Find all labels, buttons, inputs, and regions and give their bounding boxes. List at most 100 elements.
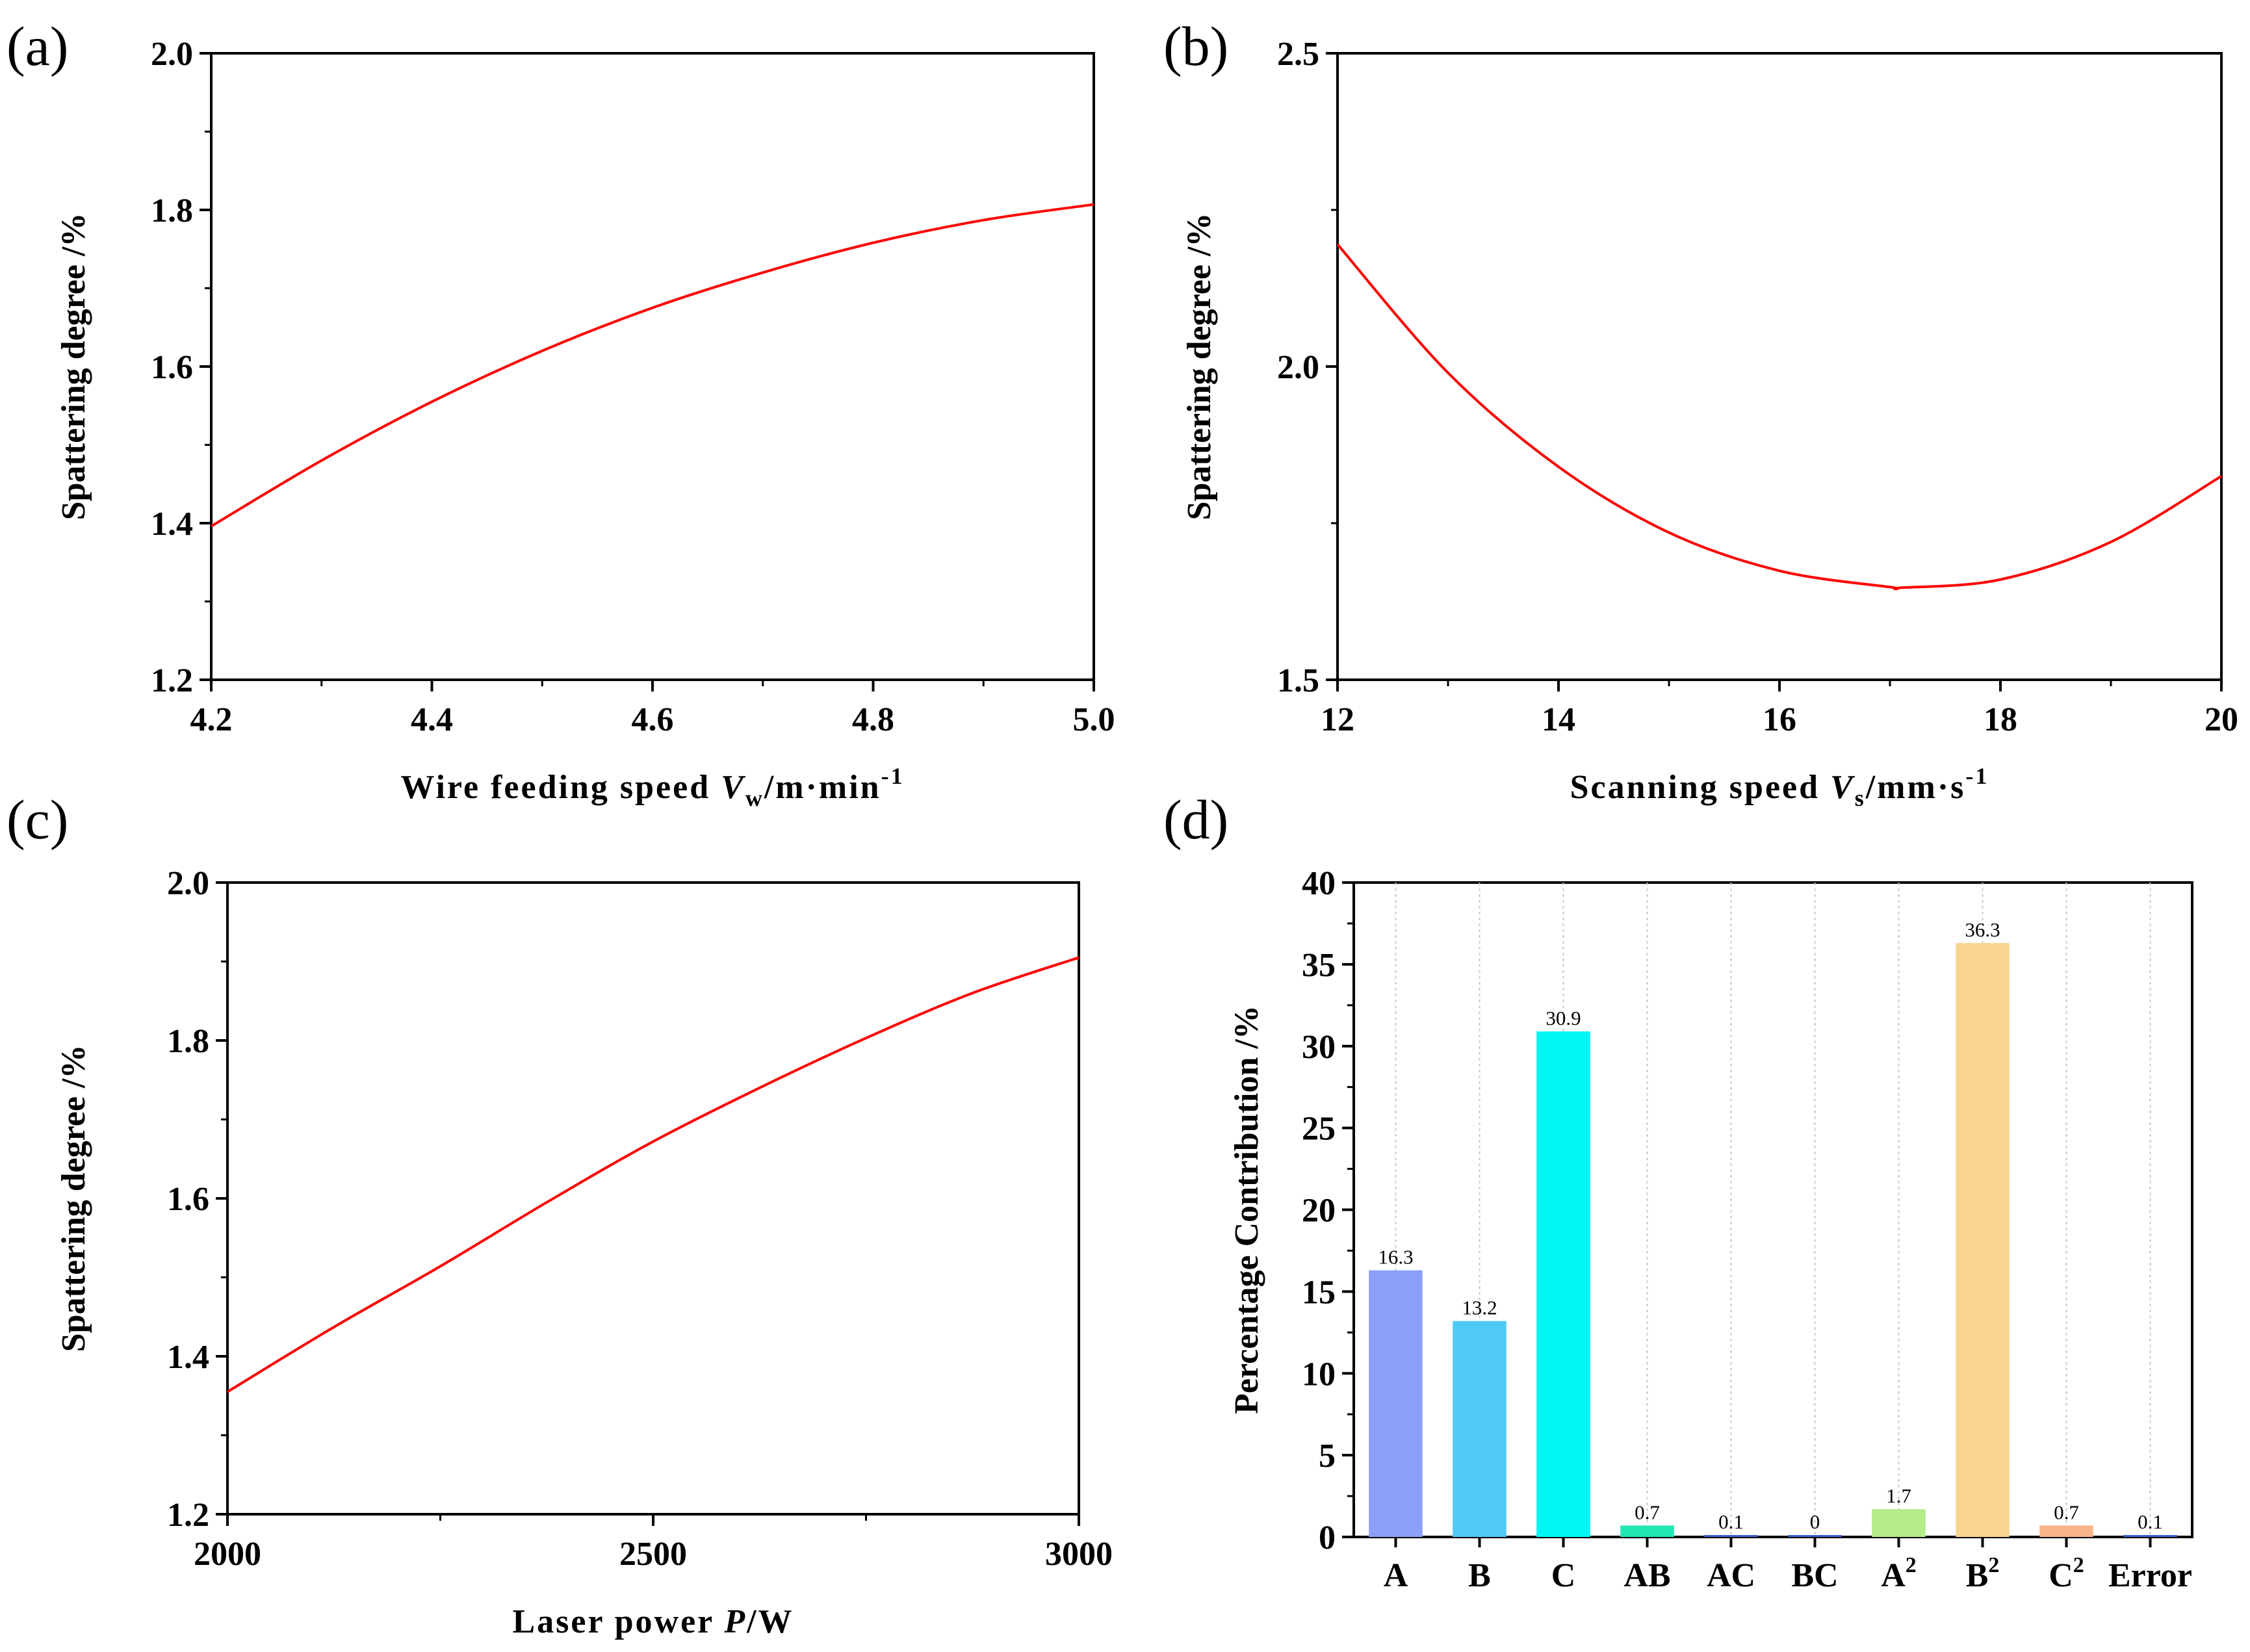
x-axis-label: Scanning speed Vs/mm·s-1 xyxy=(1570,763,1989,811)
y-tick-label: 40 xyxy=(1302,865,1336,902)
x-category-base: BC xyxy=(1791,1557,1838,1594)
x-axis-label-unit: /W xyxy=(746,1603,794,1640)
y-tick-label: 5 xyxy=(1319,1438,1336,1475)
bar xyxy=(1872,1509,1926,1537)
x-axis-label-sup: -1 xyxy=(1965,763,1989,789)
y-tick-label: 1.2 xyxy=(167,1497,209,1534)
plot-frame xyxy=(210,52,1095,681)
y-tick-label: 1.2 xyxy=(151,662,193,699)
y-tick-label: 2.5 xyxy=(1277,36,1319,73)
bar xyxy=(1956,943,2010,1537)
series-line xyxy=(1336,243,2223,591)
panel-b: (b) 1.5 2.0 2.5 12 14 16 18 20 Scanning speed Vs/… xyxy=(1163,15,2238,811)
y-tick-label: 1.8 xyxy=(151,192,193,229)
panel-d: (d)051015202530354016.3A13.2B30.9C0.7AB0… xyxy=(1163,788,2193,1594)
x-tick-label: 2000 xyxy=(194,1536,261,1573)
bar xyxy=(1453,1321,1506,1537)
panel-c: (c) 1.2 1.4 1.6 1.8 2.0 2000 2500 3000 Laser powe… xyxy=(6,788,1113,1640)
y-tick-label: 1.6 xyxy=(151,349,193,386)
y-axis-label: Spattering degree /% xyxy=(55,213,92,521)
bar xyxy=(2039,1525,2093,1537)
y-tick-label: 25 xyxy=(1302,1111,1336,1148)
x-tick-label: 14 xyxy=(1542,701,1575,738)
plot-frame xyxy=(1336,52,2223,681)
y-tick-label: 1.4 xyxy=(151,506,193,543)
x-category-label: C2 xyxy=(2049,1553,2084,1594)
bar xyxy=(1369,1270,1423,1537)
x-axis-label-text: Scanning speed xyxy=(1570,769,1830,806)
x-axis-label-text: Wire feeding speed xyxy=(400,769,721,806)
y-tick-label: 35 xyxy=(1302,947,1336,984)
y-tick-label: 1.5 xyxy=(1277,662,1319,699)
y-axis-label: Percentage Contribution /% xyxy=(1228,1005,1265,1414)
y-axis-label: Spattering degree /% xyxy=(1181,213,1218,521)
panel-label: (c) xyxy=(6,788,68,851)
x-axis-label: Laser power P/W xyxy=(512,1603,794,1640)
x-category-base: AB xyxy=(1623,1557,1670,1594)
bar-value-label: 13.2 xyxy=(1462,1297,1497,1319)
x-tick-label: 4.8 xyxy=(852,701,894,738)
x-tick-label: 3000 xyxy=(1045,1536,1113,1573)
y-tick-label: 30 xyxy=(1302,1029,1336,1066)
x-category-label: C xyxy=(1551,1557,1576,1594)
y-tick-label: 1.6 xyxy=(167,1181,209,1218)
bar-value-label: 0 xyxy=(1810,1510,1820,1533)
x-category-base: A xyxy=(1384,1557,1408,1594)
x-category-base: Error xyxy=(2108,1557,2192,1594)
x-category-label: Error xyxy=(2108,1557,2192,1594)
x-tick-label: 4.6 xyxy=(632,701,674,738)
x-tick-label: 4.2 xyxy=(190,701,233,738)
x-axis-label-sup: -1 xyxy=(881,763,905,789)
x-category-label: BC xyxy=(1791,1557,1838,1594)
bar xyxy=(1788,1535,1842,1537)
x-axis-label: Wire feeding speed Vw/m·min-1 xyxy=(400,763,904,811)
x-axis-label-unit: /mm·s xyxy=(1865,769,1966,806)
bar-value-label: 0.7 xyxy=(2054,1501,2079,1523)
panel-label: (d) xyxy=(1163,788,1228,851)
y-tick-label: 15 xyxy=(1302,1274,1336,1311)
bar xyxy=(1536,1031,1590,1537)
x-category-sup: 2 xyxy=(1906,1553,1917,1577)
y-tick-label: 1.4 xyxy=(167,1339,209,1376)
x-axis-label-var: V xyxy=(1830,769,1856,806)
x-axis-label-unit: /m·min xyxy=(764,769,881,806)
panel-a: (a) 1.2 1.4 1.6 1.8 2.0 4.2 4.4 4.6 4.8 5.0 Wire fe… xyxy=(6,15,1115,811)
x-tick-label: 12 xyxy=(1321,701,1354,738)
x-category-base: AC xyxy=(1707,1557,1755,1594)
bar xyxy=(2123,1535,2177,1537)
x-category-label: A xyxy=(1384,1557,1408,1594)
plot-frame xyxy=(226,881,1080,1516)
x-category-base: B xyxy=(1966,1557,1989,1594)
y-tick-label: 10 xyxy=(1302,1356,1336,1393)
panel-label: (a) xyxy=(6,15,68,77)
y-tick-label: 2.0 xyxy=(167,865,209,902)
bar-value-label: 0.1 xyxy=(1718,1510,1744,1533)
bar xyxy=(1620,1525,1674,1537)
bar-value-label: 1.7 xyxy=(1886,1484,1911,1507)
x-category-sup: 2 xyxy=(2073,1553,2084,1577)
bar-value-label: 30.9 xyxy=(1545,1007,1581,1029)
x-tick-label: 18 xyxy=(1984,701,2017,738)
x-axis-label-text: Laser power xyxy=(512,1603,724,1640)
y-tick-label: 0 xyxy=(1319,1519,1336,1556)
bar-value-label: 16.3 xyxy=(1378,1246,1413,1269)
x-axis-label-sub: w xyxy=(745,785,764,811)
x-axis-label-sub: s xyxy=(1855,785,1866,811)
x-category-sup: 2 xyxy=(1988,1553,1999,1577)
series-line xyxy=(210,203,1094,528)
x-category-base: C xyxy=(1551,1557,1576,1594)
bar-value-label: 0.1 xyxy=(2138,1510,2163,1533)
y-tick-label: 1.8 xyxy=(167,1023,209,1060)
x-axis-label-var: P xyxy=(723,1603,747,1640)
x-category-base: A xyxy=(1881,1557,1906,1594)
bar-value-label: 36.3 xyxy=(1965,918,2000,941)
bar-value-label: 0.7 xyxy=(1635,1501,1660,1523)
y-axis-label: Spattering degree /% xyxy=(55,1045,92,1352)
x-category-base: B xyxy=(1468,1557,1491,1594)
x-tick-label: 2500 xyxy=(619,1536,687,1573)
y-tick-label: 2.0 xyxy=(151,36,193,73)
x-tick-label: 5.0 xyxy=(1073,701,1115,738)
x-category-base: C xyxy=(2049,1557,2073,1594)
panel-label: (b) xyxy=(1163,15,1228,77)
